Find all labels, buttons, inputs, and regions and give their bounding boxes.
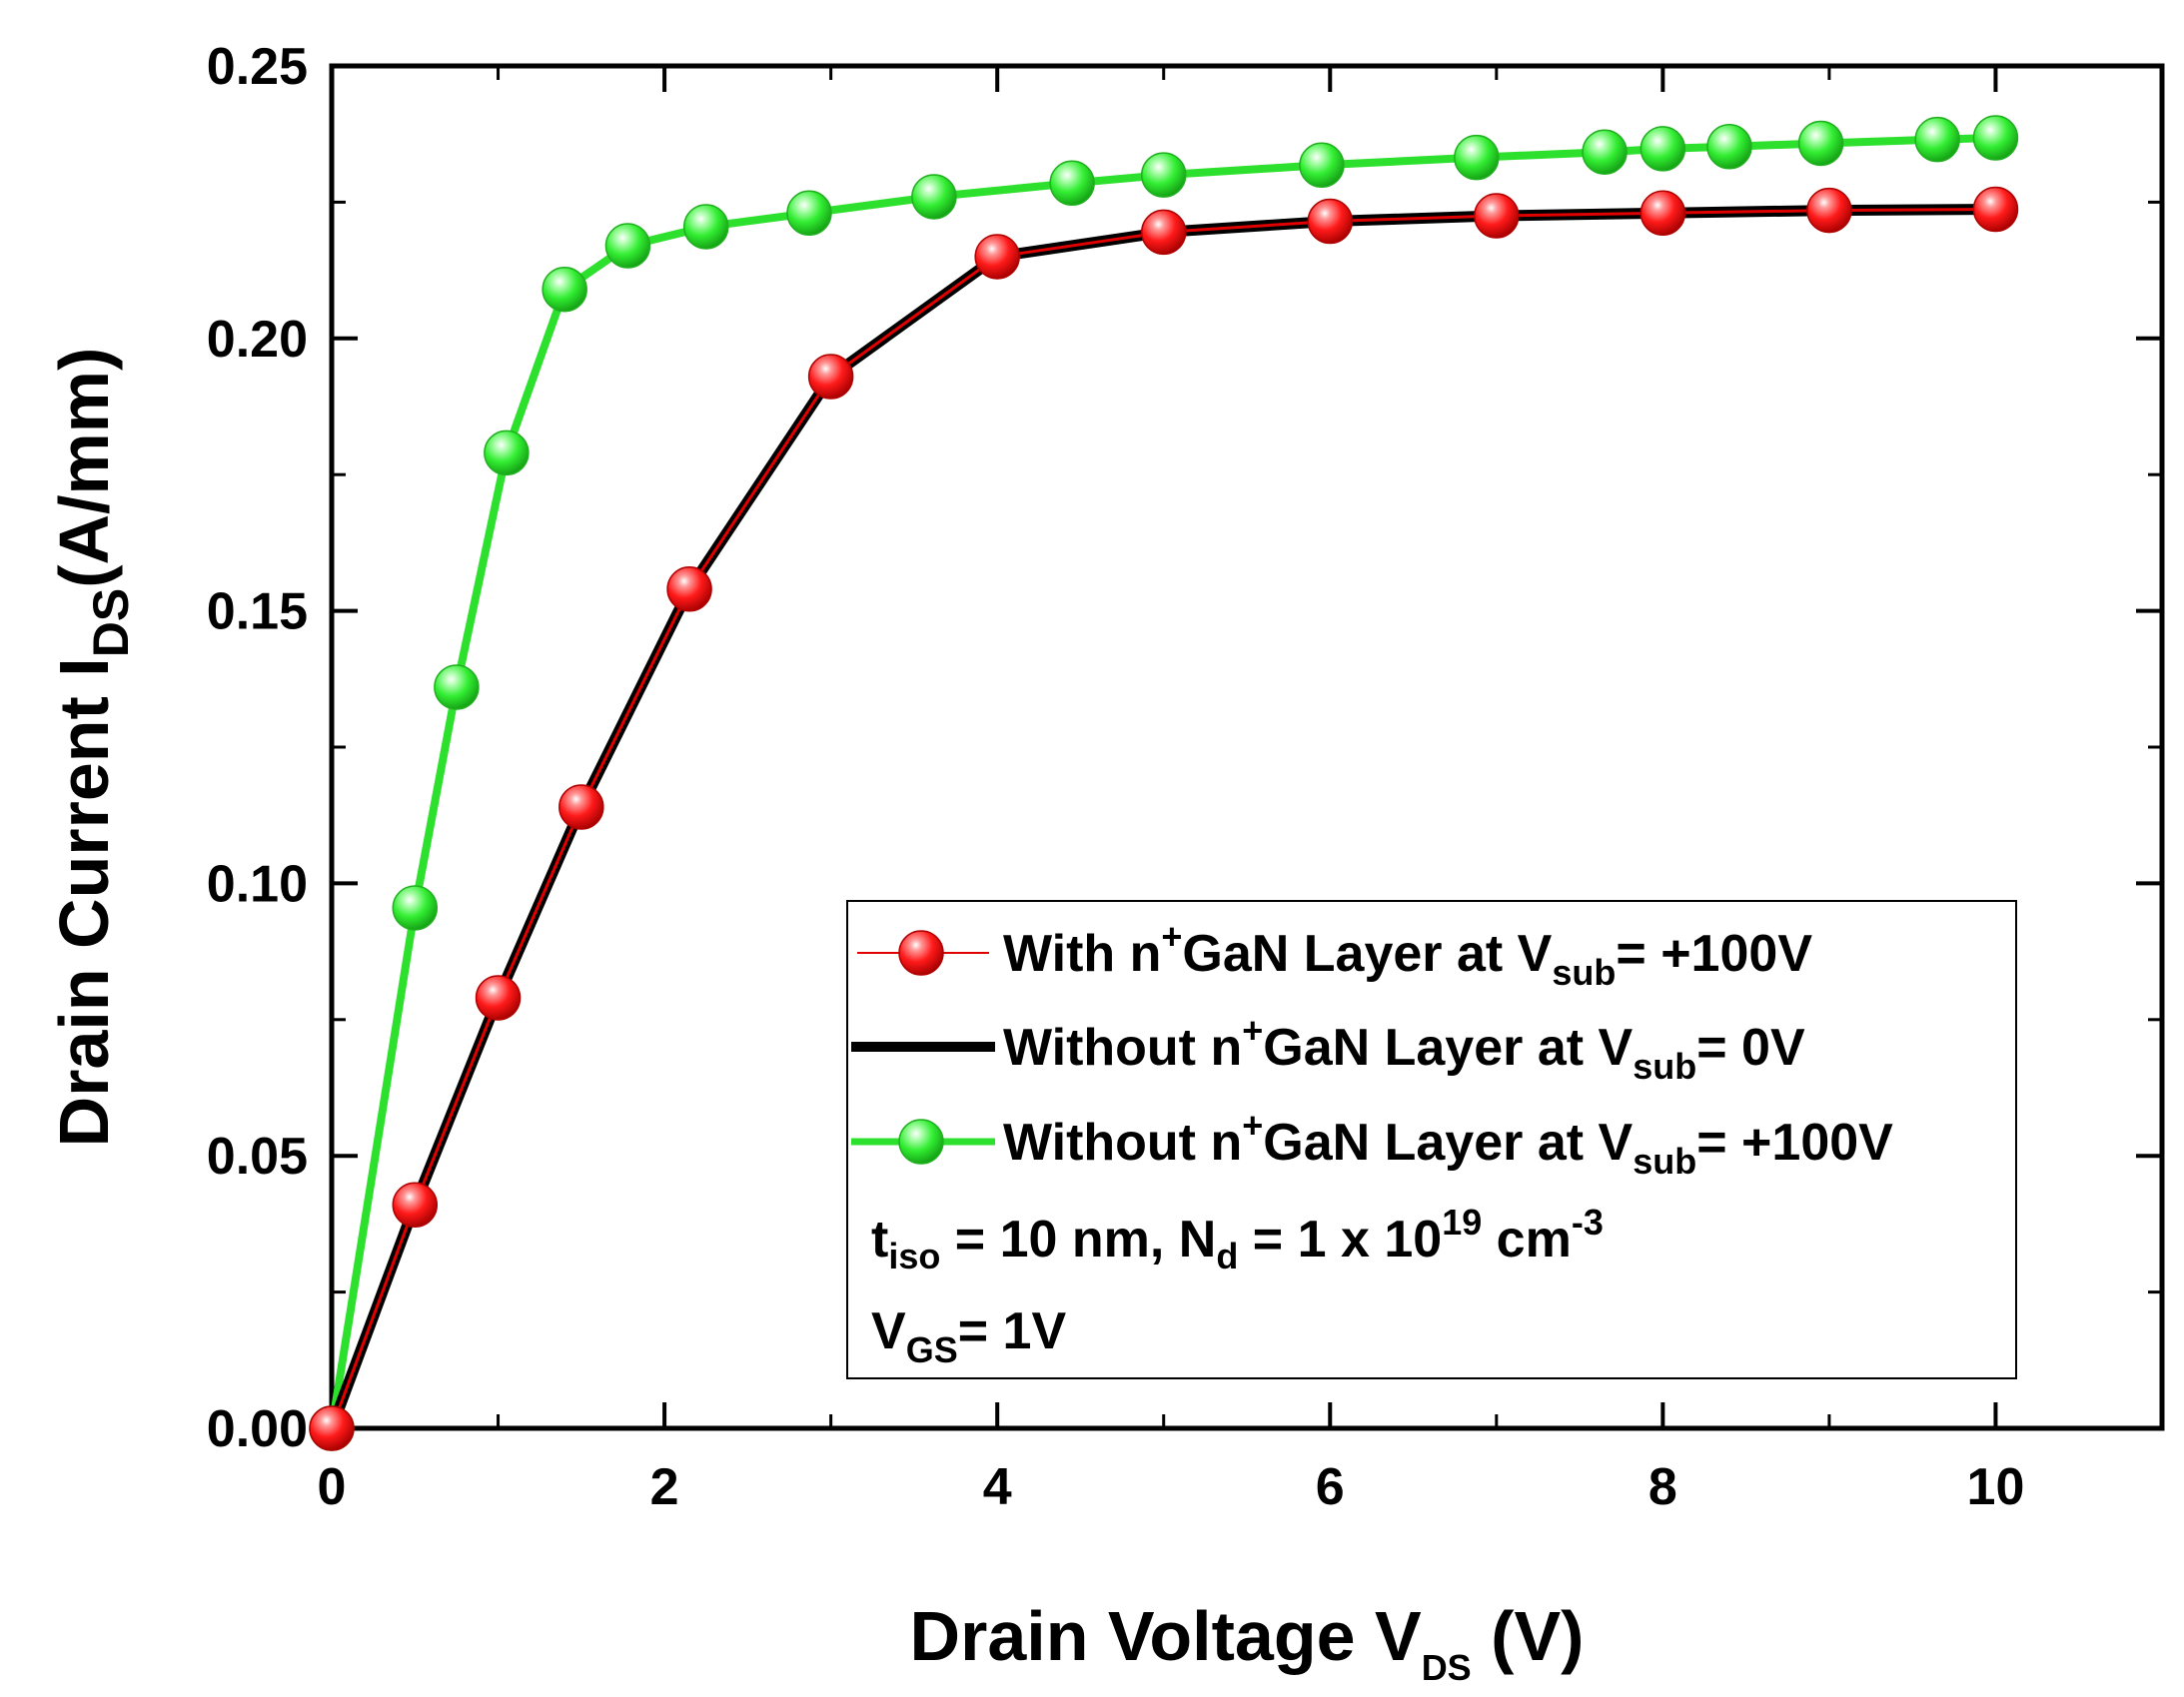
x-tick-label: 10 bbox=[1967, 1458, 2025, 1516]
green-point bbox=[1706, 123, 1752, 170]
red-point bbox=[475, 975, 522, 1021]
y-tick-label: 0.15 bbox=[207, 583, 308, 641]
green-point bbox=[1914, 116, 1960, 163]
green-point bbox=[1140, 152, 1187, 198]
red-point bbox=[1806, 187, 1852, 234]
green-point bbox=[1639, 126, 1686, 172]
green-point bbox=[1582, 129, 1628, 175]
green-point bbox=[1049, 160, 1095, 207]
axis-ticks bbox=[330, 64, 2164, 1430]
annotation-vgs: VGS= 1V bbox=[871, 1302, 1066, 1370]
green-point bbox=[604, 223, 651, 269]
red-point bbox=[1474, 193, 1520, 239]
green-point bbox=[1299, 142, 1345, 189]
y-tick-label: 0.20 bbox=[207, 311, 308, 369]
green-point bbox=[1454, 134, 1500, 181]
legend-label-2: Without n+GaN Layer at Vsub= 0V bbox=[1003, 1010, 1805, 1087]
y-tick-label: 0.00 bbox=[207, 1400, 308, 1458]
y-tick-label: 0.05 bbox=[207, 1128, 308, 1186]
green-point bbox=[392, 885, 439, 931]
red-point bbox=[807, 354, 854, 400]
red-point bbox=[1140, 209, 1187, 256]
red-point bbox=[1307, 198, 1354, 245]
x-tick-label: 0 bbox=[318, 1458, 347, 1516]
y-tick-label: 0.25 bbox=[207, 38, 308, 96]
legend-box bbox=[846, 900, 2017, 1379]
green-point bbox=[911, 174, 957, 220]
green-point bbox=[682, 204, 729, 250]
red-point bbox=[558, 784, 604, 830]
x-axis-title: Drain Voltage VDS (V) bbox=[910, 1597, 1585, 1688]
x-tick-label: 4 bbox=[983, 1458, 1012, 1516]
green-point bbox=[1797, 120, 1844, 167]
green-point bbox=[484, 429, 530, 476]
series-layer bbox=[309, 115, 2019, 1451]
red-point bbox=[974, 234, 1020, 280]
red-point bbox=[666, 566, 712, 612]
x-tick-label: 6 bbox=[1316, 1458, 1345, 1516]
green-point bbox=[542, 266, 587, 313]
x-tick-label: 8 bbox=[1648, 1458, 1677, 1516]
tick-labels: 0 2 4 6 8 10 0.00 0.05 0.10 0.15 0.20 0.25 bbox=[207, 38, 2025, 1516]
y-tick-label: 0.10 bbox=[207, 855, 308, 913]
red-point bbox=[392, 1182, 439, 1229]
green-point bbox=[434, 664, 480, 710]
legend-label-3: Without n+GaN Layer at Vsub= +100V bbox=[1003, 1105, 1893, 1182]
annotation-tiso-nd: tiso = 10 nm, Nd = 1 x 1019 cm-3 bbox=[871, 1202, 1604, 1276]
green-point bbox=[786, 190, 832, 237]
legend-swatch-red-marker bbox=[898, 930, 944, 976]
red-point bbox=[1972, 186, 2019, 233]
y-axis-title: Drain Current IDS(A/mm) bbox=[45, 348, 139, 1148]
legend-swatch-green-marker bbox=[898, 1119, 944, 1165]
legend-label-1: With n+GaN Layer at Vsub= +100V bbox=[1003, 916, 1812, 993]
red-point bbox=[1639, 190, 1686, 237]
x-tick-label: 2 bbox=[650, 1458, 679, 1516]
red-point bbox=[309, 1405, 355, 1451]
green-point bbox=[1972, 115, 2019, 161]
legend: With n+GaN Layer at Vsub= +100V Without … bbox=[846, 900, 2017, 1379]
